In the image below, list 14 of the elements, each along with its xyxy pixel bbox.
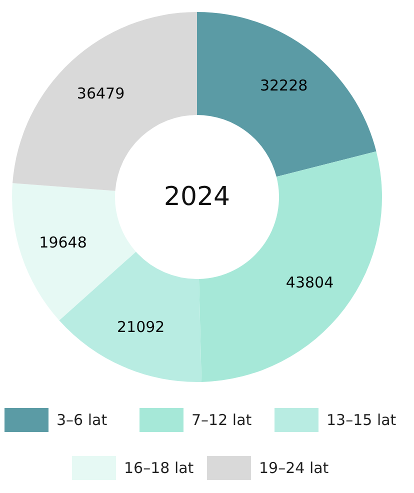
text: 2024 (164, 182, 230, 212)
data-label: 36479 (76, 84, 125, 102)
legend-label: 13–15 lat (326, 411, 396, 429)
data-label: 19648 (39, 234, 87, 252)
data-label: 32228 (260, 76, 308, 94)
legend-label: 16–18 lat (124, 459, 194, 477)
donut-slice (12, 183, 136, 320)
donut-slice (197, 12, 376, 177)
legend-label: 19–24 lat (259, 459, 329, 477)
legend-label: 7–12 lat (192, 411, 252, 429)
data-label: 43804 (286, 273, 334, 292)
legend-label: 3–6 lat (56, 411, 108, 429)
donut-slice (59, 252, 202, 382)
data-label: 21092 (116, 318, 165, 336)
